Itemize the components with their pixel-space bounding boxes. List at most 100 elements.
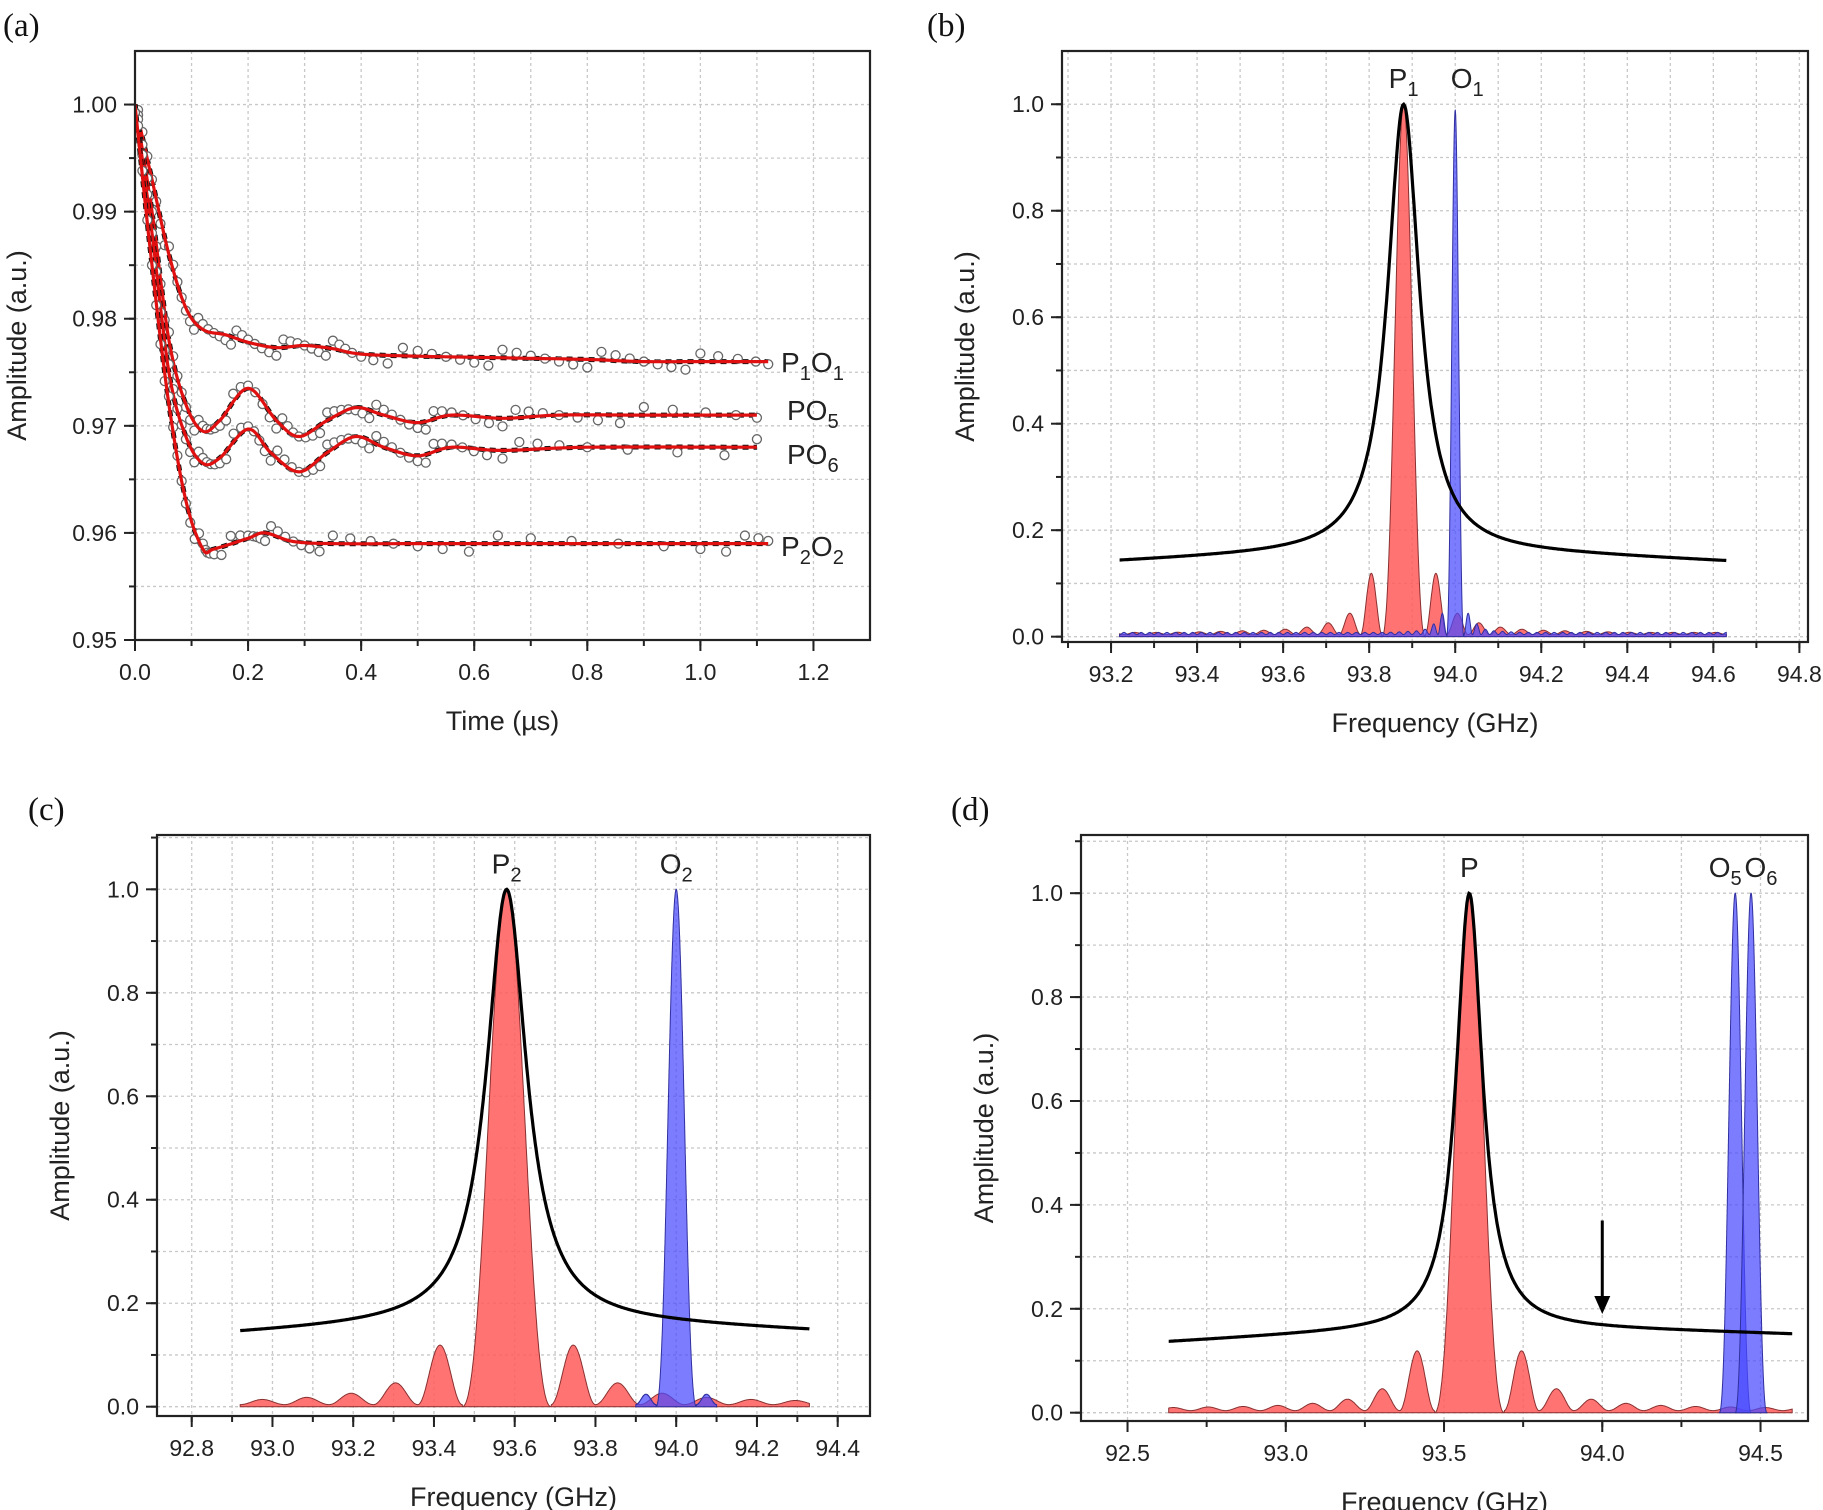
y-tick-label: 1.0 (1012, 91, 1044, 117)
arrow-down-icon (1594, 1295, 1611, 1314)
x-tick-label: 93.6 (1261, 661, 1306, 687)
data-point (216, 549, 227, 561)
x-tick-label: 1.2 (797, 659, 829, 685)
y-tick-label: 1.0 (107, 876, 139, 902)
plot-area (239, 887, 810, 1408)
data-point (638, 401, 649, 413)
plot-area (1168, 890, 1793, 1414)
y-axis-label: Amplitude (a.u.) (45, 1030, 75, 1221)
data-point (481, 450, 493, 461)
x-tick-label: 93.6 (492, 1435, 537, 1461)
panel-label: (c) (28, 792, 65, 828)
data-point (596, 346, 607, 358)
data-point (680, 364, 691, 375)
x-tick-label: 94.2 (1519, 661, 1564, 687)
data-point (614, 417, 626, 429)
x-tick-label: 94.8 (1777, 661, 1822, 687)
peak-label: O1 (1451, 63, 1484, 101)
series-label: P2O2 (781, 531, 844, 569)
x-tick-label: 0.6 (458, 659, 490, 685)
data-point (382, 358, 393, 369)
data-point (739, 530, 751, 541)
peak-label: O5 (1709, 852, 1742, 890)
data-point (672, 447, 683, 458)
y-axis-label: Amplitude (a.u.) (2, 250, 32, 441)
data-point (420, 424, 431, 435)
panel-label: (d) (951, 792, 989, 828)
x-tick-label: 93.4 (412, 1435, 457, 1461)
lorentzian-curve (1168, 890, 1793, 1343)
peak-label: P (1460, 852, 1479, 883)
x-tick-label: 94.4 (1605, 661, 1650, 687)
data-point (514, 436, 525, 448)
axes-frame (1060, 49, 1810, 644)
data-point (412, 345, 423, 357)
y-tick-label: 0.4 (1031, 1192, 1063, 1218)
y-tick-label: 0.2 (107, 1290, 139, 1316)
x-tick-label: 93.2 (331, 1435, 376, 1461)
data-point (428, 438, 439, 449)
data-point (271, 423, 282, 434)
panel-d: (d) 92.5 93.0 93.5 94.0 94.5 0.0 0.2 0.4 0.6 0.8 1.… (951, 792, 1810, 1510)
x-tick-label: 0.2 (232, 659, 264, 685)
x-tick-label: 94.0 (1433, 661, 1478, 687)
y-tick-label: 0.4 (1012, 411, 1044, 437)
data-point (265, 521, 277, 532)
panel-b: (b) 93.2 93.4 93.6 93.8 94.0 94.2 94.4 94.6 94.8 0… (927, 8, 1822, 738)
x-tick-label: 94.6 (1691, 661, 1736, 687)
y-tick-label: 0.6 (107, 1083, 139, 1109)
fit-line-P2O2 (135, 104, 769, 555)
data-point (368, 355, 379, 366)
data-point (525, 533, 536, 544)
data-point (228, 428, 239, 439)
peak-label: O6 (1745, 852, 1778, 890)
data-point (320, 350, 331, 361)
data-point (510, 404, 521, 416)
x-tick-label: 93.5 (1422, 1440, 1467, 1466)
peak-label: P1 (1389, 63, 1419, 101)
data-point (225, 530, 236, 542)
data-point (314, 427, 326, 439)
data-point (610, 350, 621, 361)
peak-O2 (635, 888, 718, 1408)
data-point (497, 344, 508, 355)
x-tick-label: 92.5 (1105, 1440, 1150, 1466)
data-point (751, 434, 763, 445)
y-tick-label: 0.0 (1031, 1400, 1063, 1426)
data-point (582, 362, 593, 373)
data-point (188, 324, 200, 335)
data-point (497, 453, 508, 464)
lorentzian-curve (240, 887, 810, 1333)
panel-c: (c) 92.8 93.0 93.2 93.4 93.6 93.8 94.0 94.2 94.4 0… (28, 792, 872, 1510)
peak-O1 (1119, 109, 1727, 638)
x-tick-label: 93.4 (1175, 661, 1220, 687)
data-point (259, 535, 271, 547)
x-tick-label: 93.0 (250, 1435, 295, 1461)
data-trace-P2O2 (135, 104, 769, 556)
data-point (695, 543, 706, 555)
series-label: P1O1 (781, 347, 844, 385)
data-point (483, 417, 495, 429)
data-point (497, 421, 508, 432)
data-point (712, 351, 724, 362)
data-point (221, 454, 232, 465)
grid (1062, 51, 1808, 642)
data-point (265, 455, 276, 466)
y-tick-label: 0.2 (1031, 1296, 1063, 1322)
x-tick-label: 92.8 (169, 1435, 214, 1461)
data-point (719, 450, 730, 461)
data-point (420, 457, 431, 468)
y-axis-label: Amplitude (a.u.) (969, 1033, 999, 1224)
data-trace-P1O1 (135, 103, 769, 365)
lorentzian-curve (1119, 101, 1727, 563)
data-point (532, 438, 543, 449)
data-point (695, 348, 706, 359)
data-point (271, 350, 282, 361)
y-tick-label: 0.8 (1031, 984, 1063, 1010)
x-axis-label: Time (µs) (446, 706, 560, 736)
peak-label: P2 (492, 848, 522, 886)
data-point (592, 415, 604, 426)
y-tick-label: 0.6 (1031, 1088, 1063, 1114)
y-tick-label: 0.4 (107, 1187, 139, 1213)
x-tick-label: 0.4 (345, 659, 377, 685)
